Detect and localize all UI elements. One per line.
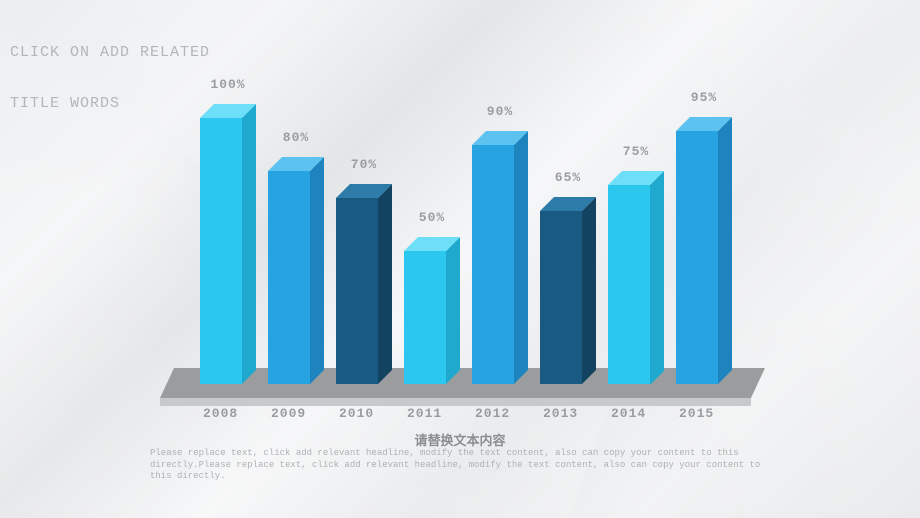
- bar-percent-label: 70%: [324, 157, 404, 172]
- x-label-2009: 2009: [271, 406, 306, 421]
- footer-text: Please replace text, click add relevant …: [150, 448, 770, 483]
- bar-side: [242, 104, 256, 384]
- bar-front: [268, 171, 310, 384]
- x-label-2012: 2012: [475, 406, 510, 421]
- bar-side: [310, 157, 324, 384]
- bar-front: [676, 131, 718, 384]
- bar-side: [718, 117, 732, 384]
- chart-subtitle: 请替换文本内容: [0, 430, 920, 449]
- bar-side: [514, 131, 528, 384]
- bar-percent-label: 75%: [596, 144, 676, 159]
- title-line-1: CLICK ON ADD RELATED: [10, 44, 210, 61]
- x-label-2013: 2013: [543, 406, 578, 421]
- bar-front: [336, 198, 378, 384]
- bars-container: 100% 80% 70% 50% 90% 65% 75% 95%: [150, 80, 770, 400]
- bar-side: [650, 171, 664, 385]
- bar-percent-label: 90%: [460, 104, 540, 119]
- bar-side: [446, 237, 460, 384]
- x-label-2014: 2014: [611, 406, 646, 421]
- bar-chart: 100% 80% 70% 50% 90% 65% 75% 95%: [150, 80, 770, 400]
- x-label-2015: 2015: [679, 406, 714, 421]
- bar-side: [378, 184, 392, 384]
- x-label-2008: 2008: [203, 406, 238, 421]
- bar-front: [472, 145, 514, 384]
- bar-percent-label: 100%: [188, 77, 268, 92]
- bar-percent-label: 65%: [528, 170, 608, 185]
- bar-side: [582, 197, 596, 384]
- title-line-2: TITLE WORDS: [10, 95, 120, 112]
- bar-front: [540, 211, 582, 384]
- bar-front: [200, 118, 242, 384]
- bar-percent-label: 50%: [392, 210, 472, 225]
- bar-percent-label: 80%: [256, 130, 336, 145]
- x-label-2011: 2011: [407, 406, 442, 421]
- bar-percent-label: 95%: [664, 90, 744, 105]
- bar-front: [404, 251, 446, 384]
- bar-front: [608, 185, 650, 385]
- x-label-2010: 2010: [339, 406, 374, 421]
